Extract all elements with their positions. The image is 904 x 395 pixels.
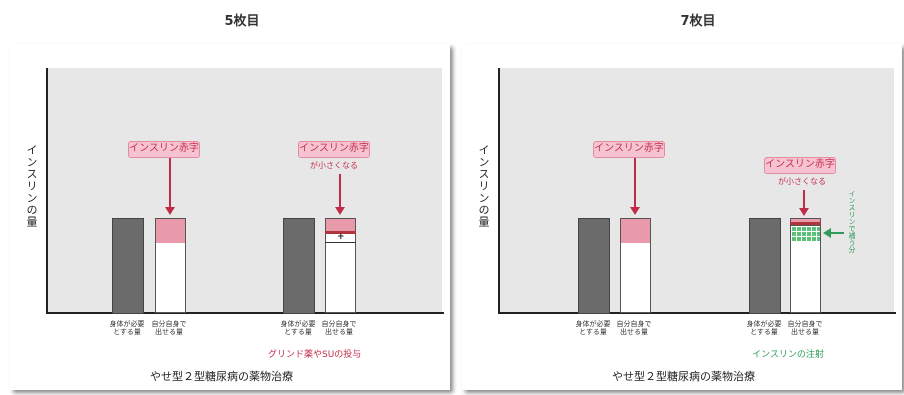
required-insulin-bar (112, 218, 144, 314)
down-arrow (803, 190, 805, 209)
x-axis (498, 312, 896, 314)
insulin-deficit-bar (620, 218, 651, 244)
arrow-head (165, 207, 175, 215)
slide-title-7: 7枚目 (680, 14, 716, 29)
tick-label-own: 自分自身で出せる量 (321, 320, 357, 336)
deficit-border (790, 222, 821, 225)
injected-insulin-bar (790, 225, 821, 243)
tick-label-required: 身体が必要とする量 (746, 320, 782, 336)
arrow-head (799, 208, 809, 216)
slide-title-5: 5枚目 (224, 14, 260, 29)
tick-label-required: 身体が必要とする量 (109, 320, 145, 336)
plus-sign: + (337, 232, 345, 242)
deficit-border (325, 231, 356, 234)
arrow-head (335, 207, 345, 215)
tick-label-required: 身体が必要とする量 (575, 320, 611, 336)
injection-note: インスリンの注射 (752, 350, 824, 360)
y-axis (46, 68, 48, 314)
insulin-deficit-tag: インスリン赤字 (593, 141, 665, 158)
required-insulin-bar (578, 218, 610, 314)
insulin-deficit-bar (155, 218, 186, 244)
down-arrow (634, 158, 636, 208)
arrow-head (630, 207, 640, 215)
injection-side-note: インスリンで補う分 (848, 190, 856, 253)
own-insulin-bar (620, 243, 651, 313)
slide-caption: やせ型２型糖尿病の薬物治療 (150, 370, 293, 383)
deficit-smaller-text: が小さくなる (310, 161, 358, 170)
tick-label-own: 自分自身で出せる量 (151, 320, 187, 336)
y-axis-label: インスリンの量 (477, 144, 490, 228)
slide-panel-5: インスリンの量 インスリン赤字 身体が必要とする量 自分自身で出せる量 + イン… (10, 44, 450, 390)
deficit-smaller-text: が小さくなる (778, 177, 826, 186)
y-axis (498, 68, 500, 314)
own-insulin-bar (790, 242, 821, 313)
boost-separator (325, 242, 356, 243)
tick-label-own: 自分自身で出せる量 (616, 320, 652, 336)
plot-area (498, 68, 894, 312)
slide-panel-7: インスリンの量 インスリン赤字 身体が必要とする量 自分自身で出せる量 インスリ… (462, 44, 902, 390)
y-axis-label: インスリンの量 (25, 144, 38, 228)
slide-caption: やせ型２型糖尿病の薬物治療 (612, 370, 755, 383)
tick-label-own: 自分自身で出せる量 (787, 320, 823, 336)
insulin-deficit-tag: インスリン赤字 (764, 157, 836, 174)
down-arrow (339, 174, 341, 208)
insulin-deficit-tag: インスリン赤字 (298, 141, 370, 158)
insulin-deficit-tag: インスリン赤字 (128, 141, 200, 158)
green-left-arrow-icon (823, 228, 831, 238)
x-axis (46, 312, 444, 314)
down-arrow (169, 158, 171, 208)
plot-area (46, 68, 442, 312)
tick-label-required: 身体が必要とする量 (280, 320, 316, 336)
own-insulin-bar (325, 234, 356, 313)
treatment-note: グリンド薬やSUの投与 (268, 350, 362, 360)
green-arrow-line (830, 232, 844, 234)
insulin-deficit-bar-small (325, 218, 356, 232)
required-insulin-bar (283, 218, 315, 314)
required-insulin-bar (749, 218, 781, 314)
own-insulin-bar (155, 243, 186, 313)
